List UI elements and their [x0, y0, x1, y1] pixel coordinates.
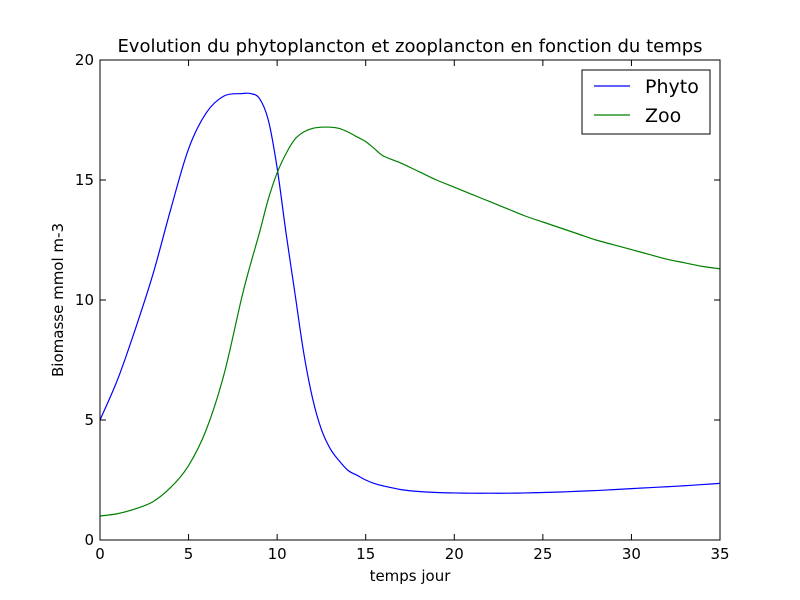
x-tick-label: 35: [710, 545, 729, 563]
y-tick-label: 15: [75, 171, 94, 189]
y-tick-label: 10: [75, 291, 94, 309]
legend-label-phyto: Phyto: [645, 76, 699, 98]
y-tick-label: 20: [75, 51, 94, 69]
series-line-phyto: [99, 92, 721, 494]
chart-title: Evolution du phytoplancton et zooplancto…: [117, 36, 702, 57]
x-tick-label: 15: [356, 545, 375, 563]
x-tick-label: 5: [184, 545, 194, 563]
x-tick-label: 25: [533, 545, 552, 563]
legend-label-zoo: Zoo: [645, 105, 681, 127]
x-tick-label: 30: [622, 545, 641, 563]
legend: Phyto Zoo: [581, 69, 711, 135]
x-tick-label: 10: [268, 545, 287, 563]
y-tick-label: 0: [84, 531, 94, 549]
y-tick-label: 5: [84, 411, 94, 429]
plot-area: 0 5 10 15 20 25 30 35 0 5 10 15 20: [75, 51, 730, 563]
y-axis-label: Biomasse mmol m-3: [49, 223, 67, 377]
x-axis-label: temps jour: [370, 567, 452, 585]
legend-box: [581, 69, 711, 135]
x-tick-label: 0: [95, 545, 105, 563]
series-layer: [99, 92, 721, 517]
x-tick-label: 20: [445, 545, 464, 563]
series-line-zoo: [99, 126, 721, 517]
ticks-layer: 0 5 10 15 20 25 30 35 0 5 10 15 20: [75, 51, 730, 563]
